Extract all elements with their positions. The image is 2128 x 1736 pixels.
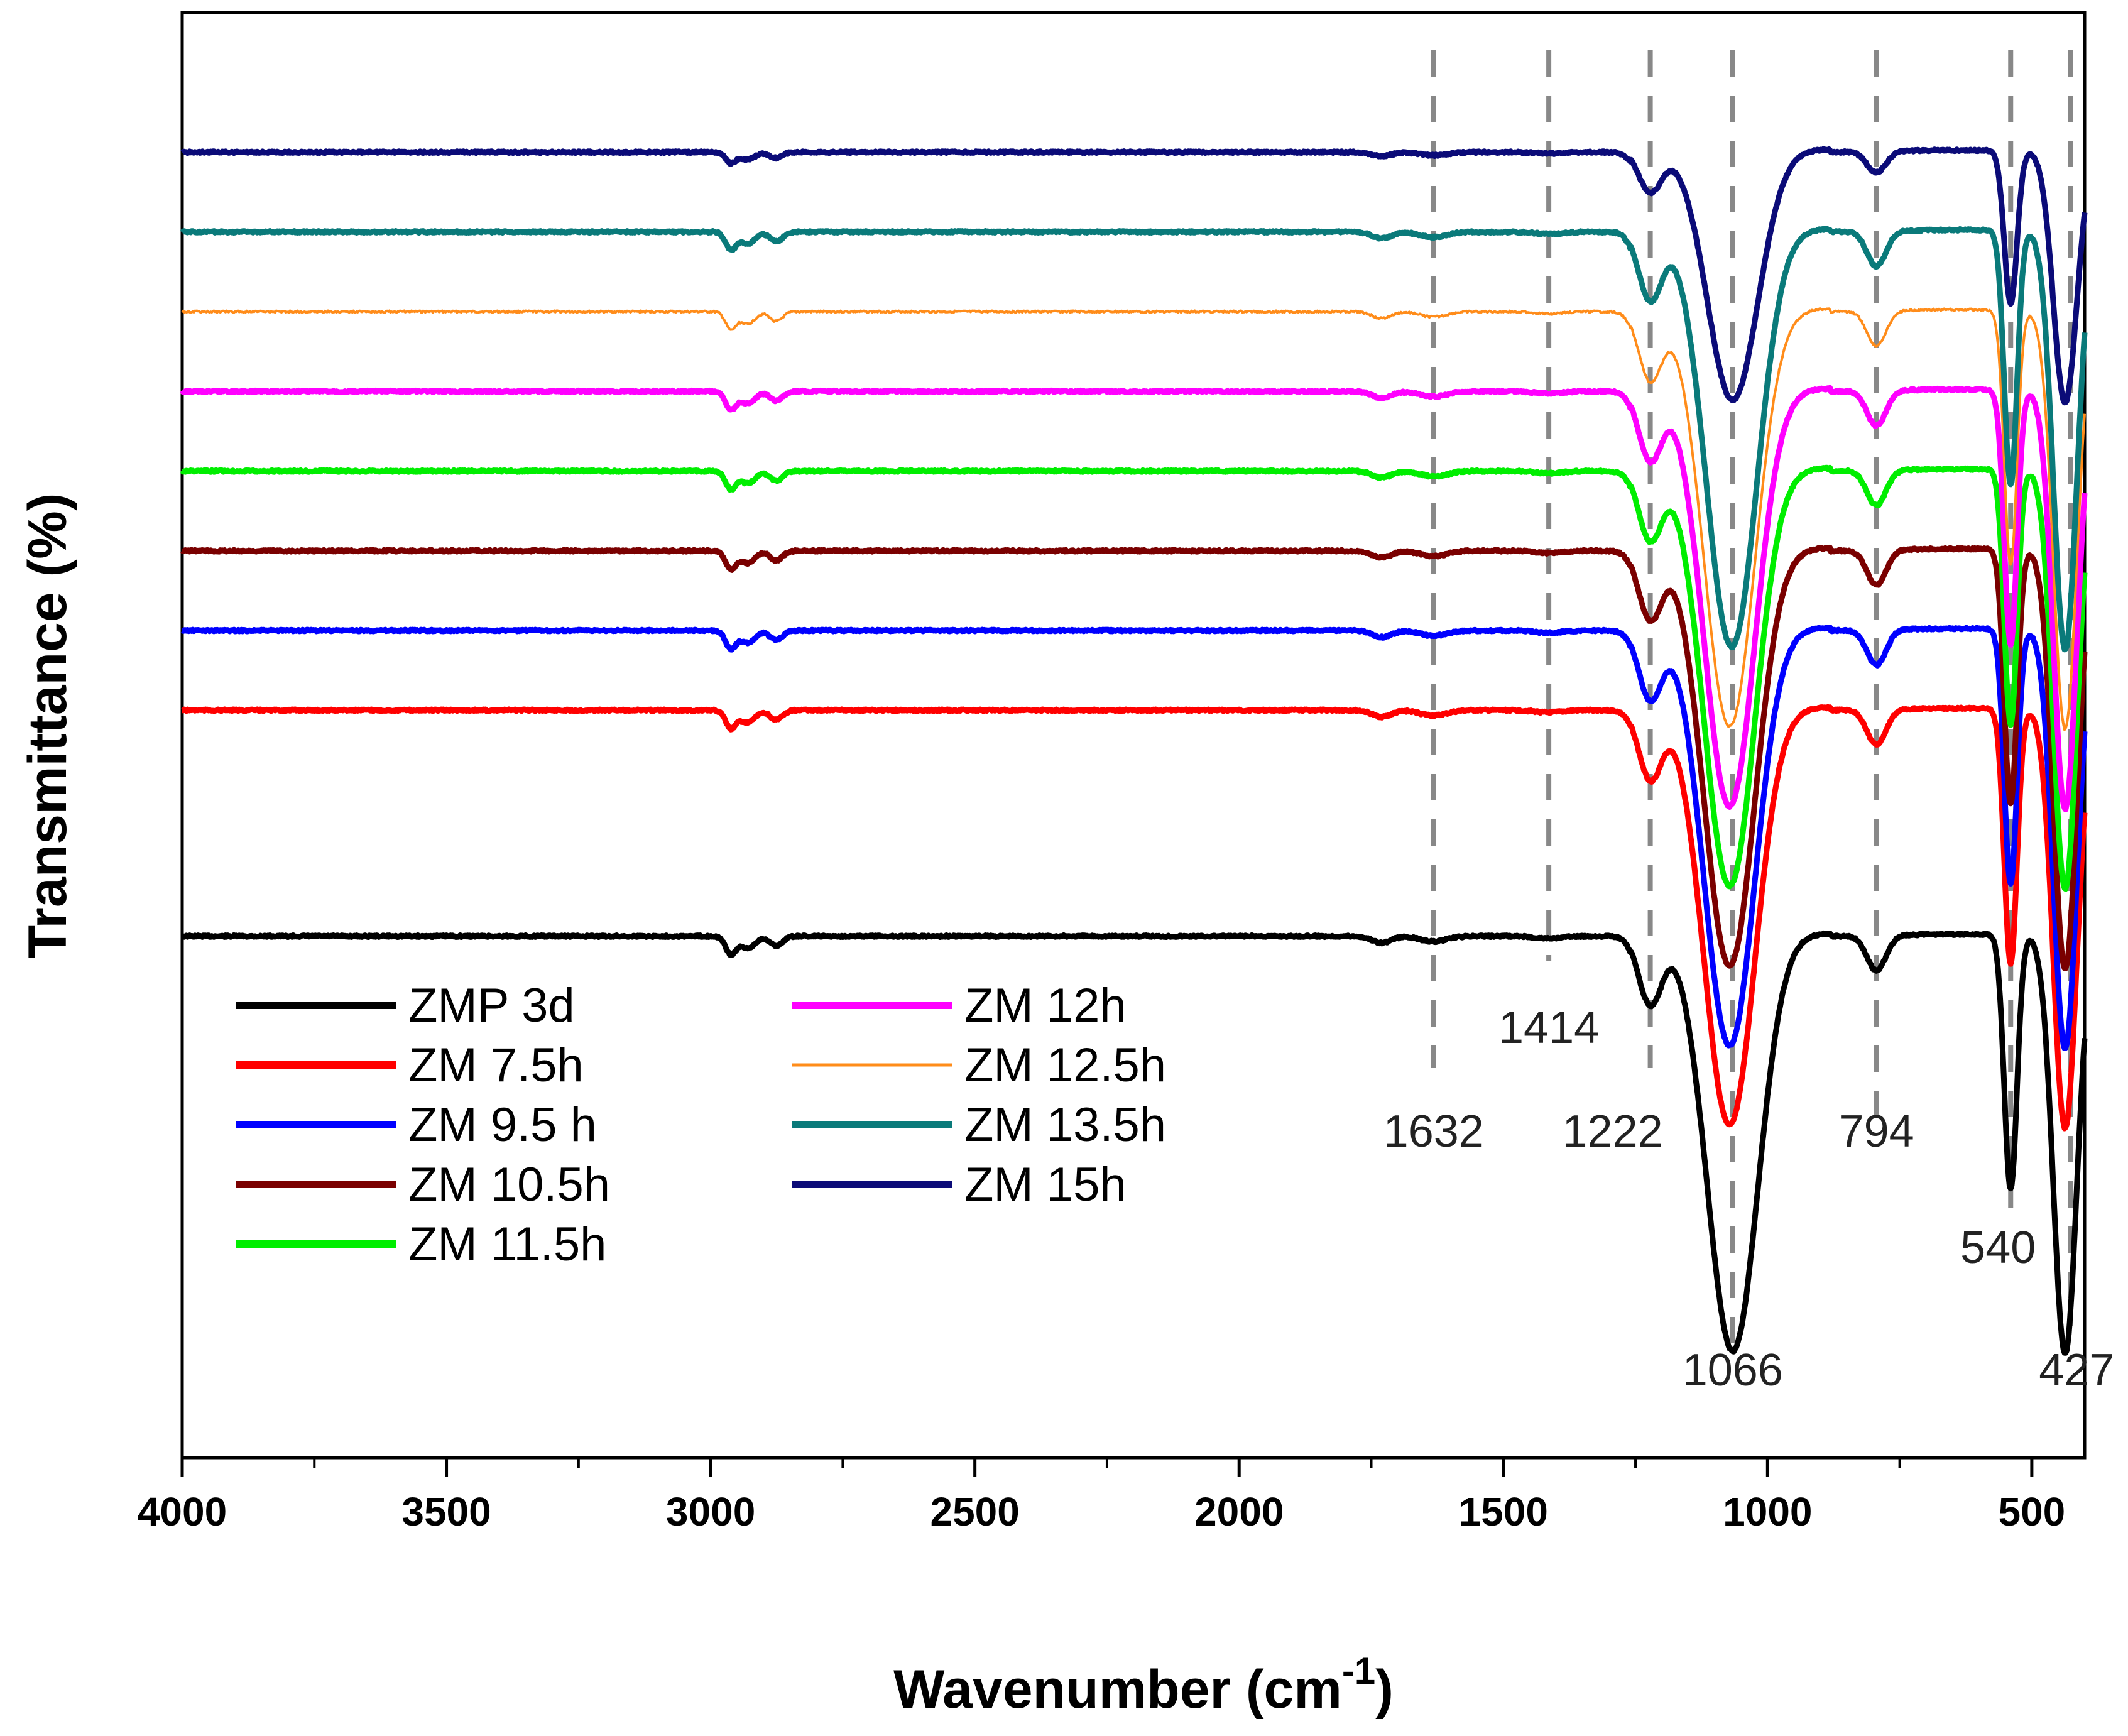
peak-label: 794 [1839,1106,1914,1157]
series-line [180,930,2088,1356]
peak-marker-labels: 1632 1414 1222 1066 794 540 427 [1383,1003,2115,1395]
x-axis-title: Wavenumber (cm-1) [893,1650,1394,1720]
peak-label: 1414 [1498,1003,1599,1053]
legend-label: ZM 13.5h [964,1098,1166,1152]
peak-marker-lines [1431,50,2073,1351]
x-axis-ticks: 4000 3500 3000 2500 2000 1500 1000 500 [138,1458,2065,1534]
x-tick-label: 2000 [1194,1489,1284,1534]
peak-label: 427 [2039,1345,2114,1395]
legend-label: ZM 7.5h [408,1039,584,1092]
x-axis-title-close: ) [1375,1659,1394,1720]
x-tick-label: 1000 [1723,1489,1812,1534]
x-tick-label: 2500 [930,1489,1019,1534]
series-line [180,704,2088,1132]
legend-label: ZM 10.5h [408,1158,610,1211]
series-line [180,226,2088,653]
series-line [180,464,2088,892]
series-line [180,385,2088,812]
legend-label: ZMP 3d [408,979,575,1032]
x-axis-title-main: Wavenumber (cm [893,1659,1342,1720]
spectra-series [180,146,2088,1356]
x-axis-title-superscript: -1 [1342,1650,1375,1692]
legend-label: ZM 12.5h [964,1039,1166,1092]
y-axis-title: Transmittance (%) [18,493,78,959]
legend-label: ZM 9.5 h [408,1098,597,1152]
x-tick-label: 3000 [666,1489,755,1534]
x-tick-label: 3500 [401,1489,491,1534]
legend-label: ZM 12h [964,979,1127,1032]
legend-label: ZM 11.5h [408,1218,606,1271]
series-line [181,307,2086,731]
x-tick-label: 1500 [1459,1489,1548,1534]
series-line [180,544,2088,971]
series-line [180,146,2088,406]
legend-label: ZM 15h [964,1158,1127,1211]
x-tick-label: 500 [1998,1489,2065,1534]
peak-label: 1222 [1563,1106,1663,1157]
series-line [180,625,2088,1051]
x-tick-label: 4000 [138,1489,227,1534]
legend: ZMP 3d ZM 7.5h ZM 9.5 h ZM 10.5h ZM 11.5h ZM … [236,979,1166,1271]
peak-label: 1632 [1383,1106,1484,1157]
peak-label: 1066 [1683,1345,1783,1395]
peak-label: 540 [1960,1223,2036,1273]
